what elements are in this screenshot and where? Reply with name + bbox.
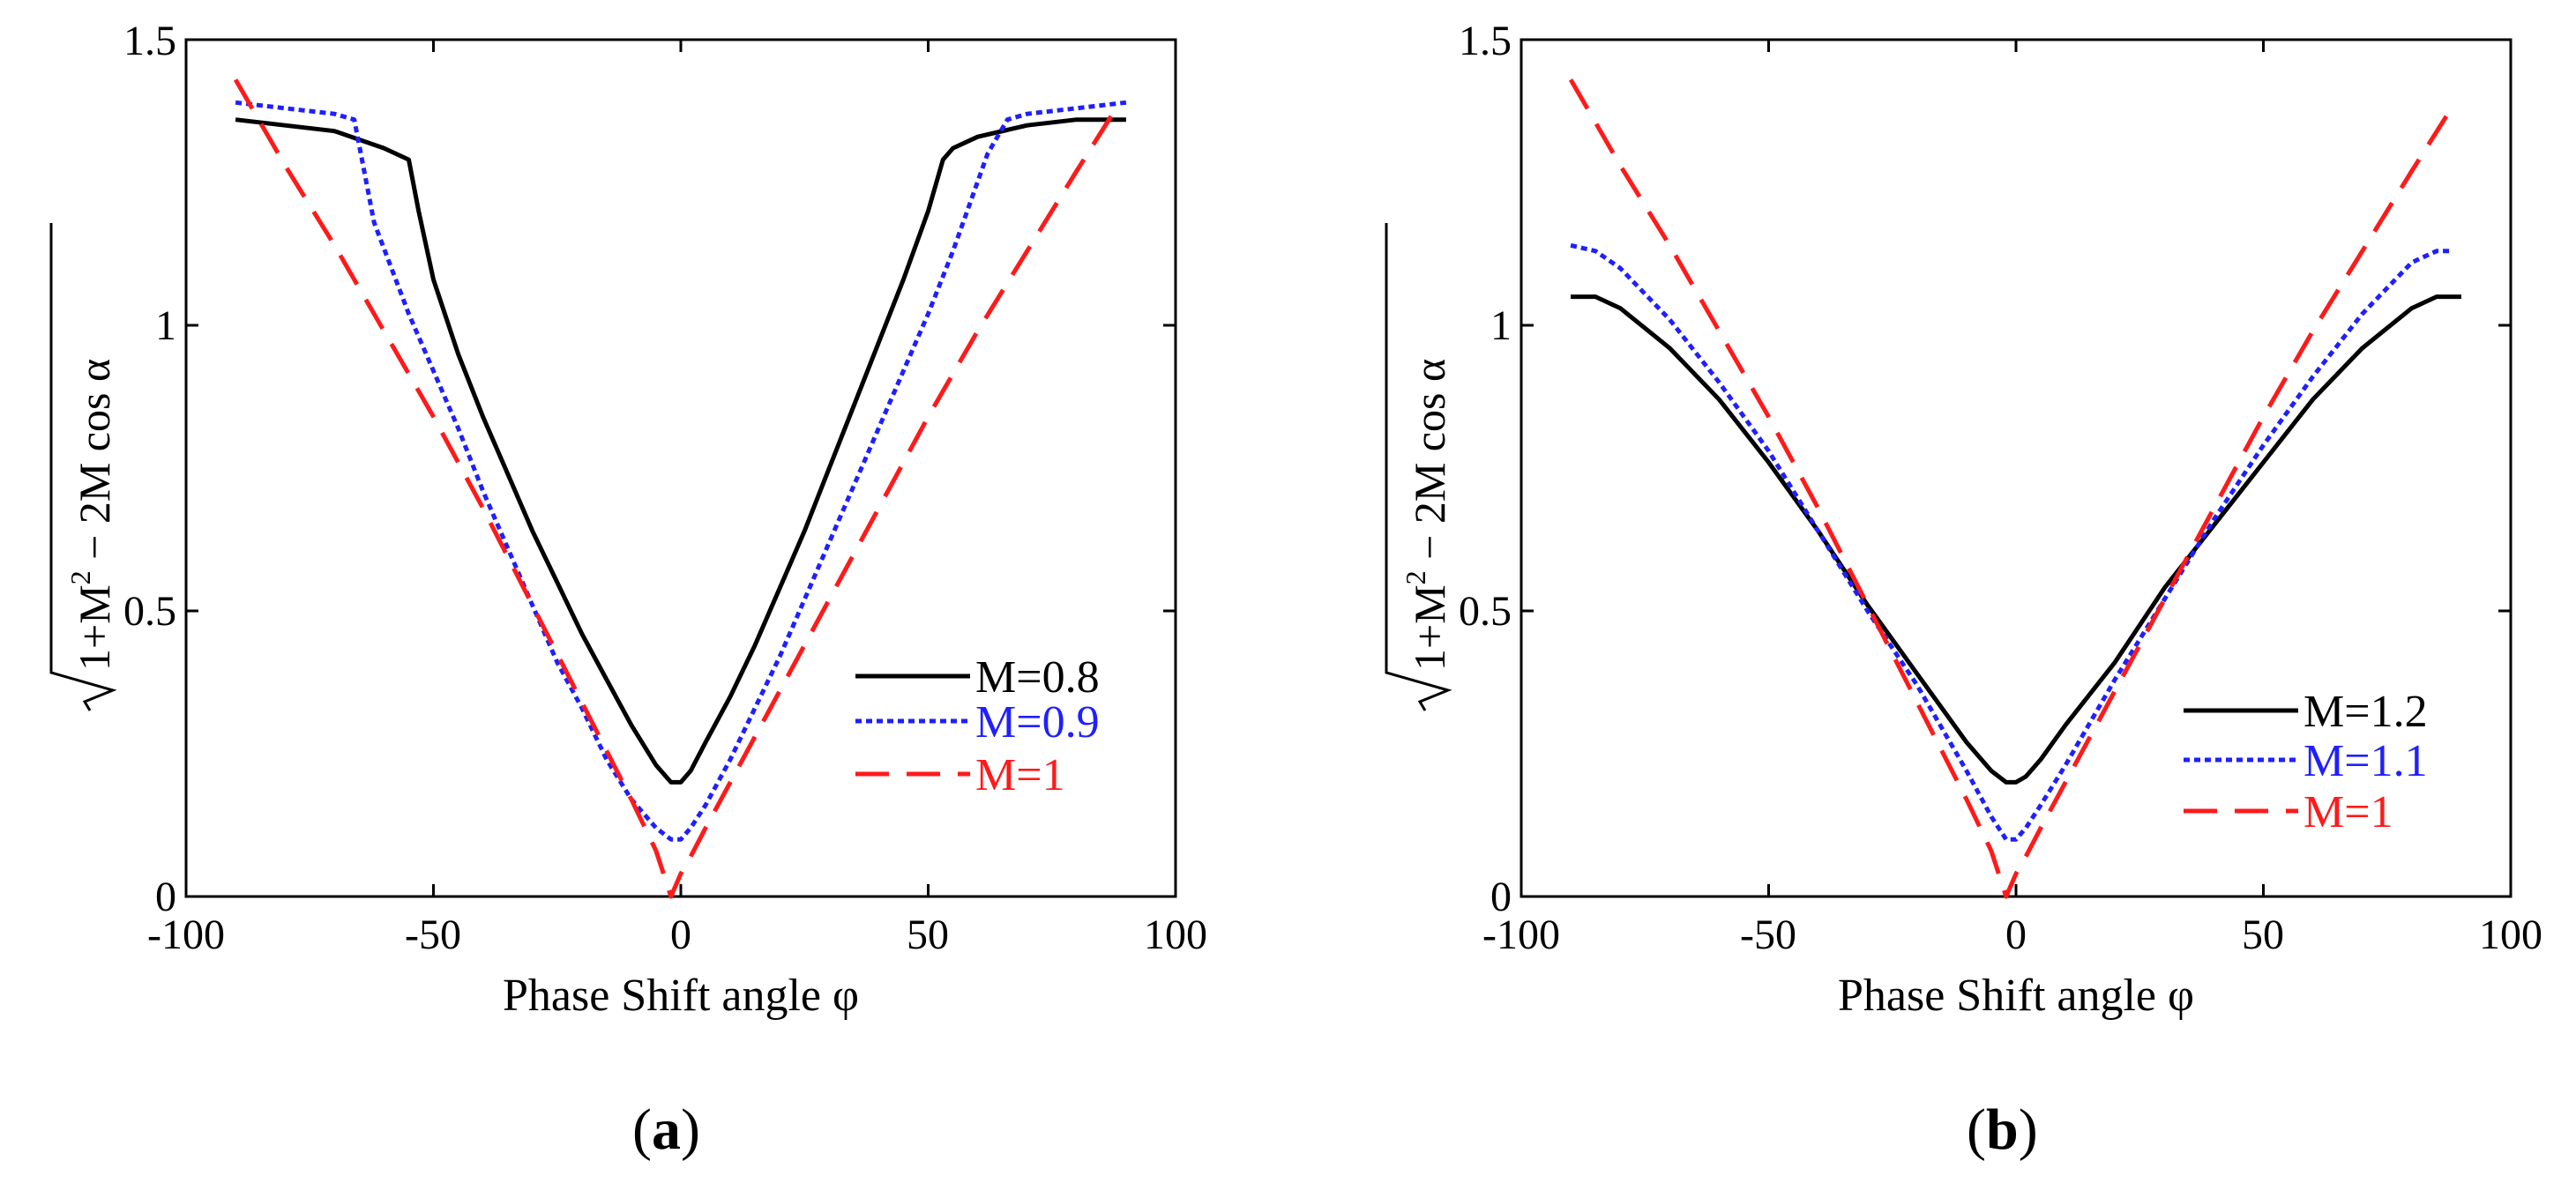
panel-a-ylabel: 1+M2 − 2M cos α	[49, 223, 119, 711]
panel-a-legend-label-2: M=1	[975, 750, 1065, 800]
panel-b-xlabel: Phase Shift angle φ	[1838, 971, 2194, 1021]
panel-a-letter: (a)	[632, 1097, 700, 1162]
panel-b-ytick-label-2: 1	[1490, 302, 1512, 349]
panel-a-legend-label-1: M=0.9	[975, 697, 1100, 748]
panel-b-ylabel-sqrt-body: 1+M	[1405, 584, 1454, 671]
panel-a-series-m-0-8	[235, 117, 1126, 785]
panel-a-xtick-label-0: -100	[147, 911, 225, 958]
panel-b-ylabel-sqrt-sign	[1385, 223, 1452, 711]
panel-b-series	[1568, 78, 2461, 899]
panel-b-ylabel-sup: 2	[1400, 570, 1431, 584]
panel-a-ylabel-text: 1+M2 − 2M cos α	[64, 359, 119, 671]
panel-b-xtick-label-4: 100	[2479, 911, 2542, 958]
panel-b-legend-label-1: M=1.1	[2303, 736, 2428, 786]
panel-b-xtick-label-2: 0	[2005, 911, 2027, 958]
panel-a-ytick-label-1: 0.5	[123, 588, 176, 635]
panel-b-xtick-label-3: 50	[2242, 911, 2284, 958]
panel-b-plot-area	[1519, 38, 2513, 899]
panel-b-ytick-label-3: 1.5	[1459, 18, 1512, 64]
panel-a-xtick-label-3: 50	[907, 911, 949, 958]
panel-a-legend: M=0.8 M=0.9 M=1	[855, 652, 1100, 800]
panel-b-ticks	[1519, 38, 2513, 898]
panel-a-ylabel-rest: − 2M cos α	[70, 359, 119, 571]
panel-a-xtick-label-2: 0	[670, 911, 691, 958]
panel-b-legend: M=1.2 M=1.1 M=1	[2184, 687, 2428, 837]
panel-a-ticks	[184, 38, 1177, 898]
panel-a-xtick-label-1: -50	[405, 911, 461, 958]
panel-a-xlabel: Phase Shift angle φ	[503, 971, 859, 1021]
panel-b-series-m-1-1	[1570, 242, 2452, 842]
panel-a-plot-area	[184, 38, 1177, 899]
panel-a: 0 0.5 1 1.5 -100 -50 0 50 100 Phase Shif…	[49, 18, 1207, 1162]
panel-a-ytick-label-3: 1.5	[123, 18, 176, 64]
panel-b-series-m-1	[1568, 78, 2453, 899]
panel-a-ylabel-sqrt-sign	[49, 223, 117, 711]
panel-b-ylabel-text: 1+M2 − 2M cos α	[1400, 359, 1454, 671]
panel-b-ylabel-rest: − 2M cos α	[1405, 359, 1454, 571]
panel-a-series-m-0-9	[235, 100, 1127, 842]
panel-a-series	[233, 78, 1127, 899]
panel-a-ylabel-sqrt-body: 1+M	[70, 584, 119, 671]
panel-b-xtick-label-0: -100	[1482, 911, 1560, 958]
panel-b-legend-label-0: M=1.2	[2303, 687, 2428, 737]
panel-a-letter-text: a	[652, 1097, 681, 1162]
panel-b-letter: (b)	[1967, 1097, 2038, 1162]
panel-b-letter-text: b	[1986, 1097, 2019, 1162]
panel-b-ylabel: 1+M2 − 2M cos α	[1385, 223, 1454, 711]
panel-b-xtick-label-1: -50	[1740, 911, 1796, 958]
panel-a-series-m-1	[233, 78, 1118, 899]
panel-b-ytick-label-1: 0.5	[1459, 588, 1512, 635]
panel-a-xtick-label-4: 100	[1144, 911, 1207, 958]
panel-b-series-m-1-2	[1571, 294, 2461, 785]
panel-b: 0 0.5 1 1.5 -100 -50 0 50 100 Phase Shif…	[1385, 18, 2542, 1162]
panel-b-legend-label-2: M=1	[2303, 787, 2393, 837]
panel-a-ytick-label-2: 1	[155, 302, 176, 349]
panel-a-ylabel-sup: 2	[64, 570, 96, 584]
panel-a-legend-label-0: M=0.8	[975, 652, 1100, 703]
panel-b-ytick-label-0: 0	[1490, 874, 1512, 920]
panel-a-ytick-label-0: 0	[155, 874, 176, 920]
